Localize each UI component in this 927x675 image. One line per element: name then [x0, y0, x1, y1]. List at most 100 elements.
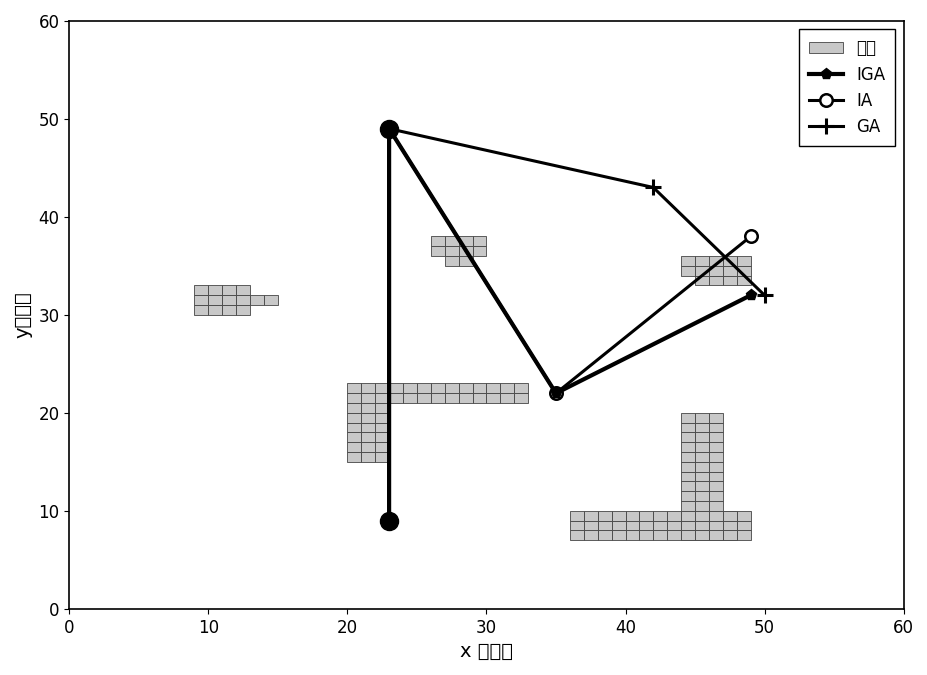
Bar — [583, 531, 597, 540]
Bar — [694, 256, 708, 266]
Bar — [347, 433, 361, 442]
Bar — [680, 462, 694, 472]
Bar — [680, 481, 694, 491]
Bar — [708, 531, 722, 540]
Bar — [639, 520, 653, 531]
Bar — [680, 452, 694, 462]
Bar — [347, 383, 361, 394]
Bar — [680, 472, 694, 481]
Bar — [694, 452, 708, 462]
Bar — [444, 256, 458, 266]
Bar — [736, 531, 750, 540]
Bar — [195, 295, 209, 305]
Bar — [708, 472, 722, 481]
Bar — [263, 295, 277, 305]
Bar — [680, 433, 694, 442]
Bar — [680, 413, 694, 423]
Bar — [361, 383, 375, 394]
Bar — [486, 383, 500, 394]
Bar — [444, 236, 458, 246]
Bar — [680, 520, 694, 531]
Legend: 障磍, IGA, IA, GA: 障磍, IGA, IA, GA — [799, 29, 895, 146]
Bar — [222, 305, 235, 315]
Bar — [708, 491, 722, 501]
Bar — [694, 511, 708, 520]
Bar — [430, 236, 444, 246]
IA — [744, 232, 756, 240]
Bar — [694, 531, 708, 540]
Bar — [486, 394, 500, 403]
Bar — [708, 520, 722, 531]
Bar — [722, 266, 736, 275]
IGA — [383, 125, 394, 133]
Bar — [472, 236, 486, 246]
Bar — [680, 511, 694, 520]
Bar — [667, 520, 680, 531]
Bar — [458, 256, 472, 266]
Bar — [375, 383, 388, 394]
Bar — [722, 531, 736, 540]
Bar — [361, 442, 375, 452]
Bar — [347, 423, 361, 433]
Bar — [736, 256, 750, 266]
Bar — [361, 433, 375, 442]
Bar — [361, 452, 375, 462]
Bar — [458, 394, 472, 403]
Bar — [708, 462, 722, 472]
Bar — [569, 520, 583, 531]
Y-axis label: y（格）: y（格） — [14, 292, 32, 338]
Bar — [375, 413, 388, 423]
IA — [383, 516, 394, 524]
Bar — [708, 452, 722, 462]
Bar — [569, 511, 583, 520]
Bar — [472, 394, 486, 403]
Bar — [680, 491, 694, 501]
Bar — [708, 520, 722, 531]
Bar — [430, 246, 444, 256]
Bar — [680, 442, 694, 452]
Bar — [653, 531, 667, 540]
Bar — [694, 423, 708, 433]
Bar — [653, 520, 667, 531]
Bar — [209, 295, 222, 305]
Bar — [708, 442, 722, 452]
Bar — [611, 520, 625, 531]
Bar — [680, 423, 694, 433]
Bar — [680, 256, 694, 266]
Bar — [347, 442, 361, 452]
Bar — [694, 481, 708, 491]
Bar — [347, 403, 361, 413]
Bar — [653, 511, 667, 520]
Bar — [694, 501, 708, 511]
GA — [758, 291, 769, 299]
Bar — [708, 511, 722, 520]
Bar — [625, 511, 639, 520]
Bar — [569, 531, 583, 540]
Bar — [680, 501, 694, 511]
Bar — [361, 423, 375, 433]
Bar — [708, 531, 722, 540]
Bar — [402, 394, 416, 403]
Line: GA: GA — [381, 121, 771, 529]
Line: IA: IA — [383, 122, 756, 527]
Bar — [708, 481, 722, 491]
Bar — [235, 305, 249, 315]
Bar — [708, 266, 722, 275]
Bar — [235, 295, 249, 305]
Bar — [388, 394, 402, 403]
Bar — [611, 531, 625, 540]
Bar — [402, 383, 416, 394]
Bar — [639, 511, 653, 520]
Bar — [680, 511, 694, 520]
Bar — [680, 266, 694, 275]
Bar — [667, 531, 680, 540]
Bar — [195, 286, 209, 295]
Bar — [388, 383, 402, 394]
Bar — [583, 520, 597, 531]
Bar — [694, 520, 708, 531]
Bar — [444, 383, 458, 394]
Bar — [209, 305, 222, 315]
Bar — [694, 413, 708, 423]
Bar — [722, 511, 736, 520]
IA — [383, 125, 394, 133]
